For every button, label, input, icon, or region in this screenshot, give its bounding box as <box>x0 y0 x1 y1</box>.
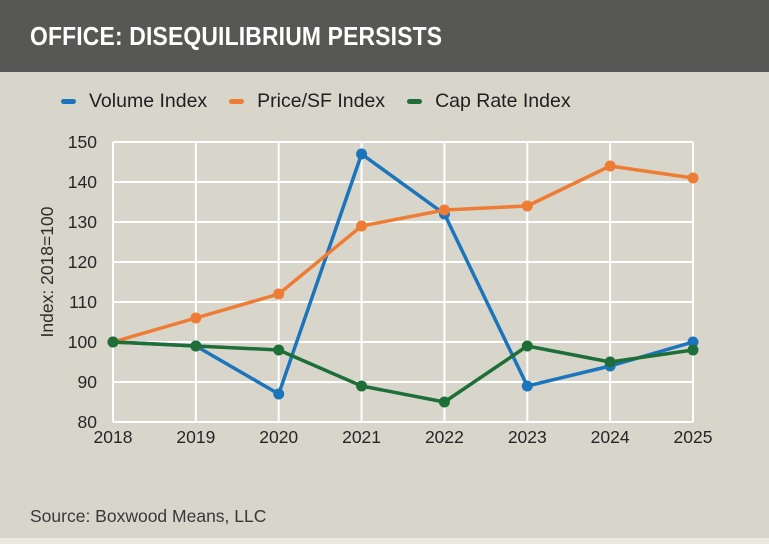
data-point-volume-index-2020 <box>273 388 285 400</box>
y-tick-label: 90 <box>77 372 97 392</box>
data-point-volume-index-2025 <box>687 336 699 348</box>
data-point-cap-rate-index-2022 <box>438 396 450 408</box>
data-point-cap-rate-index-2023 <box>521 340 533 352</box>
data-point-cap-rate-index-2019 <box>190 340 202 352</box>
chart-title: OFFICE: DISEQUILIBRIUM PERSISTS <box>30 20 443 51</box>
data-point-price-sf-index-2022 <box>438 204 450 216</box>
legend: Volume Index Price/SF Index Cap Rate Ind… <box>61 88 571 114</box>
data-point-cap-rate-index-2020 <box>273 344 285 356</box>
data-point-price-sf-index-2024 <box>604 160 616 172</box>
data-point-price-sf-index-2020 <box>273 288 285 300</box>
y-tick-label: 110 <box>69 292 97 312</box>
legend-label-cap-rate-index: Cap Rate Index <box>435 89 571 112</box>
y-tick-label: 140 <box>67 172 97 192</box>
data-point-cap-rate-index-2018 <box>107 336 119 348</box>
legend-item-cap-rate-index: Cap Rate Index <box>407 90 571 113</box>
volume-index-swatch <box>61 98 76 104</box>
x-tick-label: 2021 <box>342 427 382 447</box>
source-line: Source: Boxwood Means, LLC <box>30 506 267 526</box>
data-point-cap-rate-index-2024 <box>604 356 616 368</box>
data-point-volume-index-2021 <box>356 148 368 160</box>
x-tick-label: 2018 <box>93 427 133 447</box>
data-point-cap-rate-index-2021 <box>356 380 368 392</box>
legend-label-volume-index: Volume Index <box>89 89 208 112</box>
y-tick-label: 150 <box>67 132 97 152</box>
line-chart <box>107 141 699 423</box>
price-sf-index-swatch <box>229 98 245 104</box>
x-tick-label: 2022 <box>424 427 464 447</box>
y-tick-label: 120 <box>67 252 97 272</box>
data-point-price-sf-index-2025 <box>687 172 699 184</box>
x-tick-label: 2020 <box>259 427 299 447</box>
legend-item-price-sf-index: Price/SF Index <box>229 90 385 113</box>
x-tick-label: 2024 <box>590 427 630 447</box>
legend-item-volume-index: Volume Index <box>61 90 207 113</box>
y-tick-label: 80 <box>77 412 97 432</box>
data-point-price-sf-index-2021 <box>356 220 368 232</box>
data-point-price-sf-index-2019 <box>190 312 202 324</box>
data-point-cap-rate-index-2025 <box>687 344 699 356</box>
x-tick-label: 2019 <box>176 427 216 447</box>
cap-rate-index-swatch <box>407 98 423 104</box>
title-bar: OFFICE: DISEQUILIBRIUM PERSISTS <box>0 0 769 72</box>
legend-label-price-sf-index: Price/SF Index <box>257 89 386 112</box>
x-tick-label: 2025 <box>673 427 713 447</box>
data-point-price-sf-index-2023 <box>521 200 533 212</box>
series-line-cap-rate-index <box>111 340 695 404</box>
y-tick-label: 130 <box>67 212 97 232</box>
bottom-edge <box>0 538 769 544</box>
x-tick-label: 2023 <box>507 427 547 447</box>
series-line-price-sf-index <box>111 164 695 344</box>
series-line-volume-index <box>111 152 695 396</box>
data-point-volume-index-2023 <box>521 380 533 392</box>
y-tick-label: 100 <box>67 332 97 352</box>
